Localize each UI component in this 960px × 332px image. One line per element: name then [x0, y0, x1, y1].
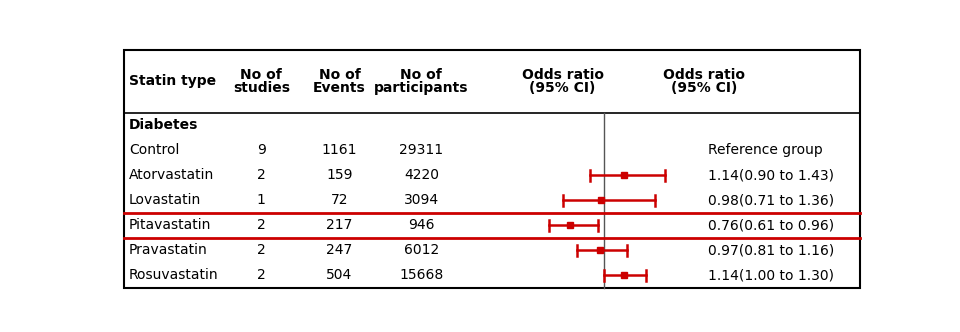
Text: Pitavastatin: Pitavastatin — [129, 218, 211, 232]
Text: Reference group: Reference group — [708, 143, 823, 157]
Text: Rosuvastatin: Rosuvastatin — [129, 268, 219, 282]
Text: 1.14(1.00 to 1.30): 1.14(1.00 to 1.30) — [708, 268, 833, 282]
Text: 159: 159 — [326, 168, 352, 182]
Text: 6012: 6012 — [404, 243, 439, 257]
Text: Lovastatin: Lovastatin — [129, 193, 202, 207]
Text: 1161: 1161 — [322, 143, 357, 157]
Text: 9: 9 — [257, 143, 266, 157]
Text: 3094: 3094 — [404, 193, 439, 207]
Text: Diabetes: Diabetes — [129, 118, 199, 132]
Text: 72: 72 — [331, 193, 348, 207]
Text: participants: participants — [374, 81, 468, 95]
Text: 504: 504 — [326, 268, 352, 282]
Text: studies: studies — [233, 81, 290, 95]
Text: 29311: 29311 — [399, 143, 444, 157]
Text: 15668: 15668 — [399, 268, 444, 282]
Text: Odds ratio: Odds ratio — [663, 68, 745, 82]
Text: Pravastatin: Pravastatin — [129, 243, 207, 257]
Text: Control: Control — [129, 143, 180, 157]
Text: No of: No of — [319, 68, 360, 82]
Text: No of: No of — [241, 68, 282, 82]
Text: Statin type: Statin type — [129, 74, 216, 88]
Text: Atorvastatin: Atorvastatin — [129, 168, 214, 182]
Text: No of: No of — [400, 68, 443, 82]
Text: 247: 247 — [326, 243, 352, 257]
Text: 2: 2 — [257, 268, 266, 282]
Text: 2: 2 — [257, 168, 266, 182]
Text: (95% CI): (95% CI) — [671, 81, 737, 95]
Text: (95% CI): (95% CI) — [530, 81, 596, 95]
Text: 1: 1 — [257, 193, 266, 207]
Text: 2: 2 — [257, 218, 266, 232]
Text: 0.76(0.61 to 0.96): 0.76(0.61 to 0.96) — [708, 218, 834, 232]
Text: 946: 946 — [408, 218, 435, 232]
Text: Events: Events — [313, 81, 366, 95]
Text: 1.14(0.90 to 1.43): 1.14(0.90 to 1.43) — [708, 168, 833, 182]
Text: 217: 217 — [326, 218, 352, 232]
Text: 0.98(0.71 to 1.36): 0.98(0.71 to 1.36) — [708, 193, 834, 207]
Text: 2: 2 — [257, 243, 266, 257]
Text: 4220: 4220 — [404, 168, 439, 182]
Text: Odds ratio: Odds ratio — [521, 68, 604, 82]
Text: 0.97(0.81 to 1.16): 0.97(0.81 to 1.16) — [708, 243, 834, 257]
